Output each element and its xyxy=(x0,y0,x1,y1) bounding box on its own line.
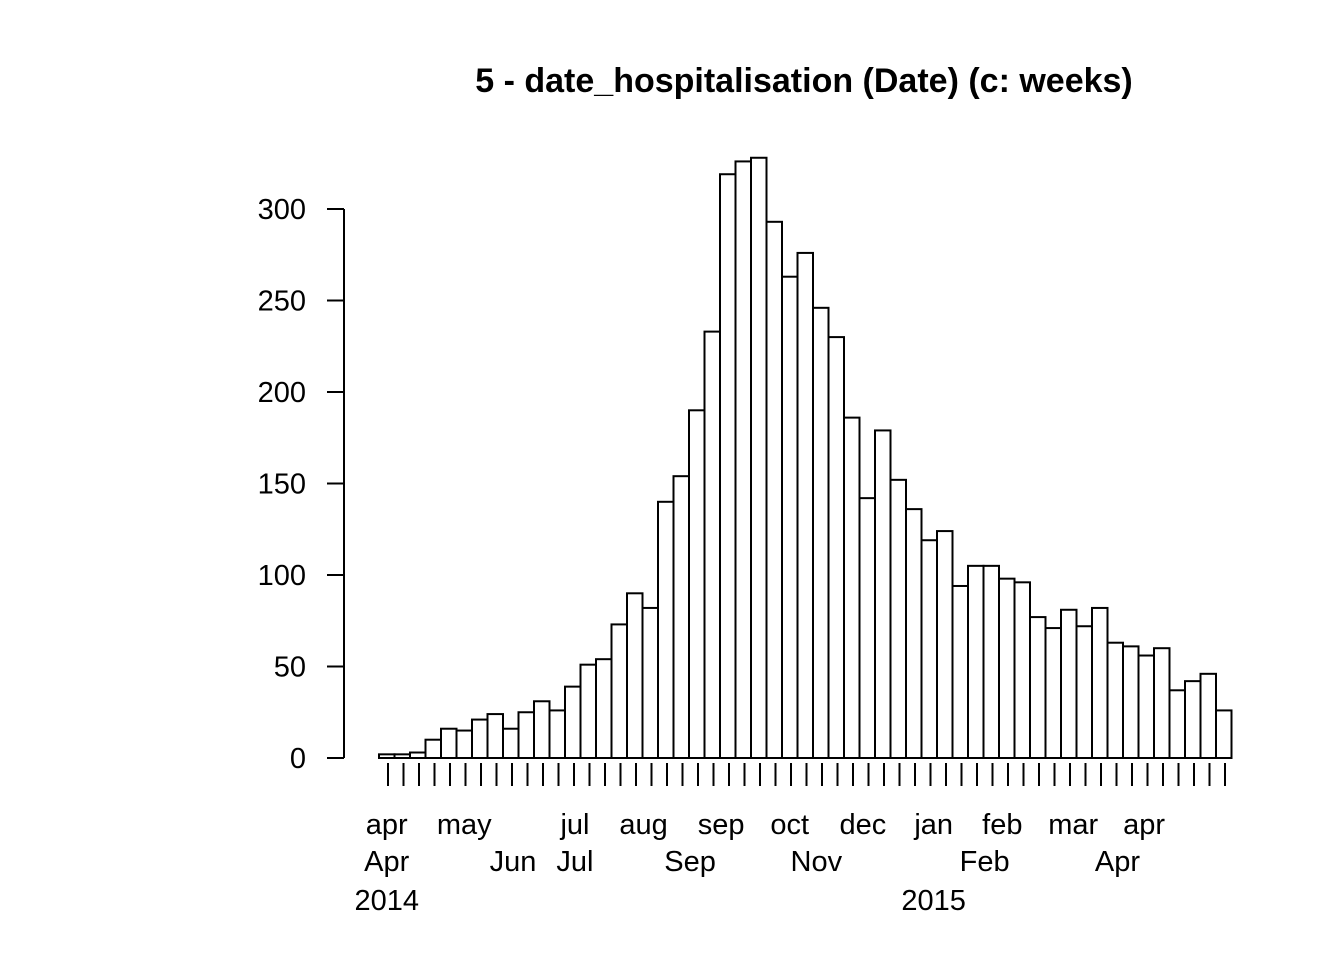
bar xyxy=(1122,645,1140,759)
x-tick-label-month: Feb xyxy=(960,846,1010,878)
bar xyxy=(951,584,969,759)
y-tick-label: 300 xyxy=(258,194,306,226)
bar xyxy=(409,751,427,760)
bar xyxy=(967,564,985,759)
x-tick-label-month-lower: jul xyxy=(559,809,589,841)
bar xyxy=(688,409,706,759)
bar xyxy=(843,416,861,759)
bar xyxy=(440,727,458,759)
x-tick-label-month-lower: aug xyxy=(619,809,667,841)
bar xyxy=(765,220,783,759)
bar xyxy=(827,336,845,759)
bar xyxy=(455,729,473,759)
bar xyxy=(641,606,659,759)
x-tick-label-year: 2014 xyxy=(354,885,419,917)
bar xyxy=(1091,606,1109,759)
bar xyxy=(378,753,396,760)
bar xyxy=(1215,709,1233,759)
x-tick-label-month: Nov xyxy=(791,846,843,878)
x-tick-label-month: Jun xyxy=(490,846,537,878)
bar xyxy=(889,478,907,759)
x-tick-label-month-lower: dec xyxy=(839,809,886,841)
bar xyxy=(796,251,814,759)
bar xyxy=(610,623,628,759)
bar xyxy=(424,738,442,760)
bar xyxy=(812,306,830,759)
y-tick-label: 150 xyxy=(258,469,306,501)
bar xyxy=(1137,654,1155,760)
bar xyxy=(533,700,551,760)
bar xyxy=(1106,641,1124,760)
x-tick-label-month-lower: may xyxy=(437,809,492,841)
x-tick-label-month-lower: feb xyxy=(982,809,1022,841)
bar xyxy=(905,508,923,759)
bar xyxy=(657,500,675,759)
bar xyxy=(672,475,690,759)
x-tick-label-month: Apr xyxy=(364,846,409,878)
bar xyxy=(393,753,411,760)
bar xyxy=(548,709,566,759)
bar xyxy=(626,592,644,759)
bar xyxy=(1168,689,1186,759)
bar xyxy=(564,685,582,760)
bar xyxy=(750,156,768,759)
bar xyxy=(998,577,1016,759)
bar xyxy=(703,330,721,759)
bar xyxy=(1153,647,1171,760)
bar xyxy=(579,663,597,759)
x-tick-label-month-lower: mar xyxy=(1048,809,1098,841)
bar xyxy=(1060,608,1078,760)
x-tick-label-month-lower: apr xyxy=(366,809,408,841)
y-tick-label: 200 xyxy=(258,377,306,409)
bar xyxy=(781,275,799,759)
x-tick-label-month-lower: jan xyxy=(913,809,953,841)
x-tick-label-year: 2015 xyxy=(901,885,966,917)
bar xyxy=(486,713,504,760)
x-tick-label-month: Apr xyxy=(1095,846,1140,878)
x-tick-label-month-lower: oct xyxy=(770,809,809,841)
bar xyxy=(920,539,938,759)
y-axis: 0 50 100 150 200 250 300 xyxy=(258,194,345,775)
bar xyxy=(982,564,1000,759)
y-tick-label: 50 xyxy=(274,652,306,684)
y-tick-label: 250 xyxy=(258,286,306,318)
bar xyxy=(517,711,535,759)
bar xyxy=(471,718,489,760)
bar xyxy=(1199,672,1217,760)
bar xyxy=(1029,616,1047,760)
bar xyxy=(1184,680,1202,760)
bar xyxy=(874,429,892,759)
x-tick-label-month-lower: sep xyxy=(698,809,745,841)
x-tick-label-month: Sep xyxy=(664,846,716,878)
y-tick-label: 0 xyxy=(290,743,306,775)
bar xyxy=(858,497,876,759)
bar xyxy=(936,530,954,760)
bar-series xyxy=(378,156,1233,760)
bar xyxy=(1044,627,1062,759)
x-tick-label-month: Jul xyxy=(556,846,593,878)
y-tick-label: 100 xyxy=(258,560,306,592)
chart-title: 5 - date_hospitalisation (Date) (c: week… xyxy=(475,62,1133,100)
x-tick-label-month-lower: apr xyxy=(1123,809,1165,841)
bar xyxy=(1075,625,1093,759)
bar xyxy=(595,658,613,759)
bar xyxy=(1013,581,1031,759)
bar xyxy=(734,160,752,760)
bar xyxy=(502,727,520,759)
bar xyxy=(719,173,737,760)
